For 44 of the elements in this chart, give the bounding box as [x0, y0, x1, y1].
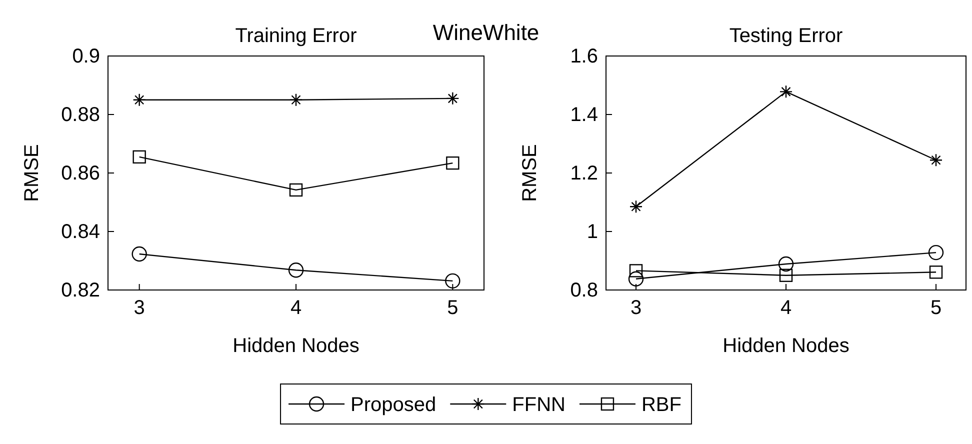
point	[929, 154, 943, 167]
point	[779, 85, 793, 98]
y-tick-label: 1.4	[570, 104, 598, 126]
x-tick-label: 4	[780, 297, 792, 320]
point	[132, 150, 146, 164]
y-tick-label: 1	[586, 220, 598, 243]
y-tick-label: 0.8	[570, 279, 598, 302]
y-tick-label: 1.2	[570, 162, 598, 184]
x-tick-label: 3	[630, 297, 642, 320]
y-tick-label: 0.9	[72, 45, 100, 68]
point	[778, 256, 794, 272]
point	[779, 268, 793, 282]
point	[928, 244, 944, 260]
point	[629, 200, 643, 214]
chart-title: Training Error	[235, 25, 358, 47]
x-tick-label: 3	[134, 297, 145, 320]
point	[132, 93, 146, 106]
text: WineWhite	[432, 20, 540, 45]
y-tick-label: 0.86	[61, 162, 100, 184]
point	[629, 264, 643, 278]
y-tick-label: 0.84	[61, 220, 100, 243]
point	[446, 156, 460, 170]
point	[289, 93, 303, 106]
x-tick-label: 5	[447, 297, 458, 320]
point	[628, 271, 644, 286]
y-tick-label: 0.82	[61, 279, 100, 302]
point	[446, 92, 460, 106]
x-axis-title: Hidden Nodes	[722, 335, 850, 357]
y-tick-label: 1.6	[570, 45, 598, 68]
point	[289, 183, 303, 197]
y-tick-label: 0.88	[61, 104, 100, 126]
point	[929, 266, 943, 279]
point	[445, 273, 460, 289]
legend-label: Proposed	[350, 394, 436, 416]
legend-label: RBF	[641, 394, 682, 416]
chart-title: Testing Error	[729, 25, 844, 47]
y-axis-title: RMSE	[519, 144, 541, 202]
point	[132, 246, 147, 262]
x-tick-label: 5	[930, 297, 942, 320]
y-axis-title: RMSE	[21, 144, 43, 202]
legend-label: FFNN	[512, 394, 566, 416]
x-axis-title: Hidden Nodes	[232, 335, 360, 357]
x-tick-label: 4	[290, 297, 302, 320]
point	[288, 262, 304, 278]
